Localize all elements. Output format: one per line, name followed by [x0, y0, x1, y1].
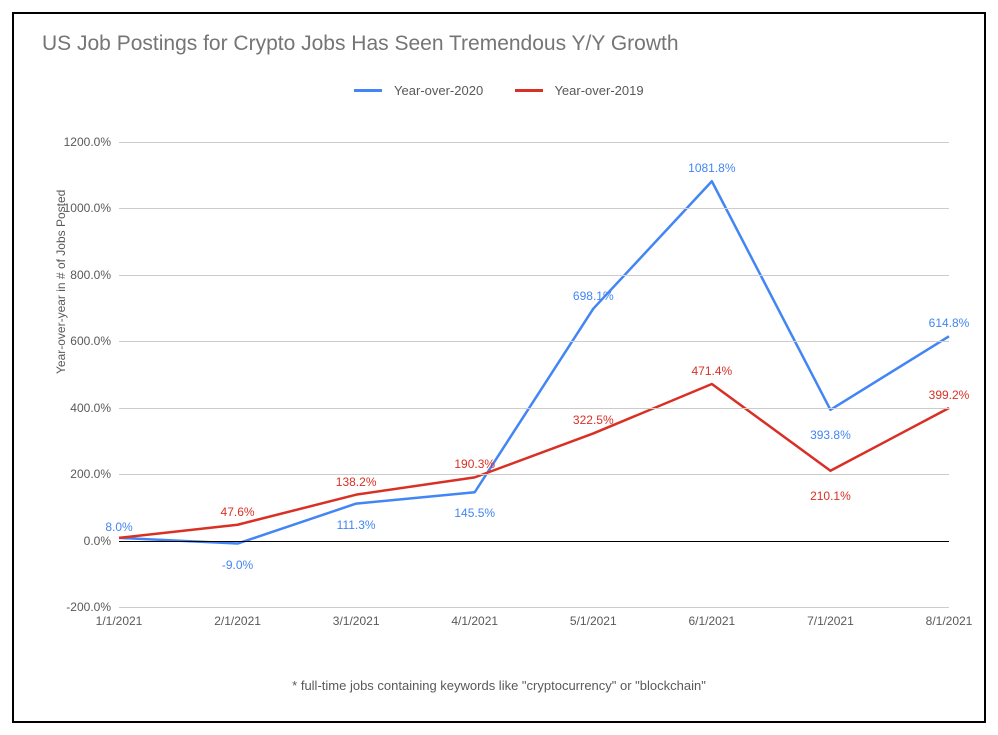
- y-tick-label: -200.0%: [31, 600, 111, 614]
- data-label: 138.2%: [336, 475, 377, 489]
- data-label: 47.6%: [221, 505, 255, 519]
- x-tick-label: 5/1/2021: [570, 614, 617, 628]
- y-tick-label: 400.0%: [31, 401, 111, 415]
- gridline: [119, 474, 949, 475]
- legend: Year-over-2020 Year-over-2019: [14, 82, 984, 98]
- x-tick-label: 6/1/2021: [688, 614, 735, 628]
- x-tick-label: 2/1/2021: [214, 614, 261, 628]
- x-tick-label: 7/1/2021: [807, 614, 854, 628]
- legend-label-2020: Year-over-2020: [394, 83, 483, 98]
- gridline: [119, 408, 949, 409]
- x-tick-label: 8/1/2021: [926, 614, 973, 628]
- chart-footnote: * full-time jobs containing keywords lik…: [14, 678, 984, 693]
- data-label: 210.1%: [810, 489, 851, 503]
- x-tick-label: 3/1/2021: [333, 614, 380, 628]
- data-label: 698.1%: [573, 289, 614, 303]
- data-label: 145.5%: [454, 506, 495, 520]
- chart-lines: [119, 142, 949, 607]
- gridline: [119, 208, 949, 209]
- data-label: 614.8%: [929, 316, 970, 330]
- plot-area: -200.0%0.0%200.0%400.0%600.0%800.0%1000.…: [119, 142, 949, 607]
- y-tick-label: 200.0%: [31, 467, 111, 481]
- data-label: 471.4%: [691, 364, 732, 378]
- chart-title: US Job Postings for Crypto Jobs Has Seen…: [42, 32, 679, 56]
- gridline: [119, 607, 949, 608]
- legend-swatch-2019: [515, 89, 543, 92]
- data-label: 322.5%: [573, 413, 614, 427]
- gridline: [119, 541, 949, 542]
- data-label: 190.3%: [454, 457, 495, 471]
- y-tick-label: 800.0%: [31, 268, 111, 282]
- data-label: 111.3%: [337, 518, 376, 532]
- y-tick-label: 600.0%: [31, 334, 111, 348]
- y-tick-label: 0.0%: [31, 534, 111, 548]
- legend-item-2020: Year-over-2020: [354, 82, 483, 98]
- chart-frame: US Job Postings for Crypto Jobs Has Seen…: [12, 12, 986, 723]
- y-tick-label: 1200.0%: [31, 135, 111, 149]
- gridline: [119, 341, 949, 342]
- gridline: [119, 142, 949, 143]
- data-label: 8.0%: [105, 520, 132, 534]
- legend-swatch-2020: [354, 89, 382, 92]
- y-tick-label: 1000.0%: [31, 201, 111, 215]
- data-label: 399.2%: [929, 388, 970, 402]
- data-label: 393.8%: [810, 428, 851, 442]
- x-tick-label: 1/1/2021: [96, 614, 143, 628]
- legend-item-2019: Year-over-2019: [515, 82, 644, 98]
- legend-label-2019: Year-over-2019: [554, 83, 643, 98]
- gridline: [119, 275, 949, 276]
- data-label: 1081.8%: [688, 161, 735, 175]
- x-tick-label: 4/1/2021: [451, 614, 498, 628]
- data-label: -9.0%: [222, 558, 253, 572]
